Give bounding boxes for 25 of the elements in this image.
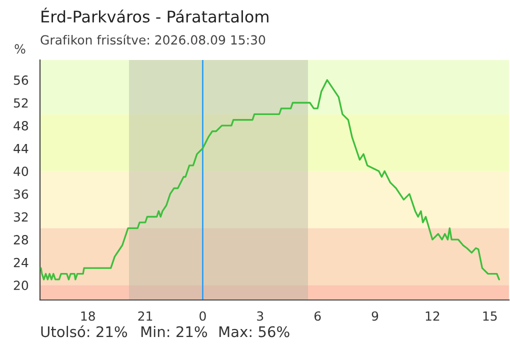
x-tick-label: 3 <box>257 311 264 321</box>
y-tick-label: 24 <box>14 258 28 268</box>
x-tick-label: 18 <box>81 311 95 321</box>
x-tick-label: 21 <box>138 311 152 321</box>
text: Min: 21% <box>141 326 208 338</box>
x-tick-label: 0 <box>200 311 206 321</box>
y-axis-title: % <box>14 44 26 54</box>
y-tick-label: 56 <box>14 75 28 85</box>
y-tick-label: 52 <box>14 98 28 108</box>
x-tick-label: 9 <box>372 311 378 321</box>
line-series <box>40 79 500 280</box>
chart-subtitle: Grafikon frissítve: 2026.08.09 15:30 <box>40 34 266 45</box>
y-tick-label: 32 <box>14 212 28 222</box>
y-tick-label: 28 <box>14 235 28 244</box>
text: Utolsó: 21% <box>41 325 128 338</box>
y-tick-label: 44 <box>14 144 28 154</box>
y-tick-label: 36 <box>14 189 28 199</box>
y-tick-label: 40 <box>14 166 28 176</box>
chart-title: Érd-Parkváros - Páratartalom <box>42 8 268 23</box>
x-tick-label: 15 <box>483 311 497 321</box>
y-tick-label: 48 <box>14 121 28 130</box>
x-tick-label: 12 <box>426 311 440 321</box>
y-tick-label: 20 <box>14 280 28 290</box>
x-tick-label: 6 <box>314 311 321 321</box>
text: Max: 56% <box>219 326 290 338</box>
